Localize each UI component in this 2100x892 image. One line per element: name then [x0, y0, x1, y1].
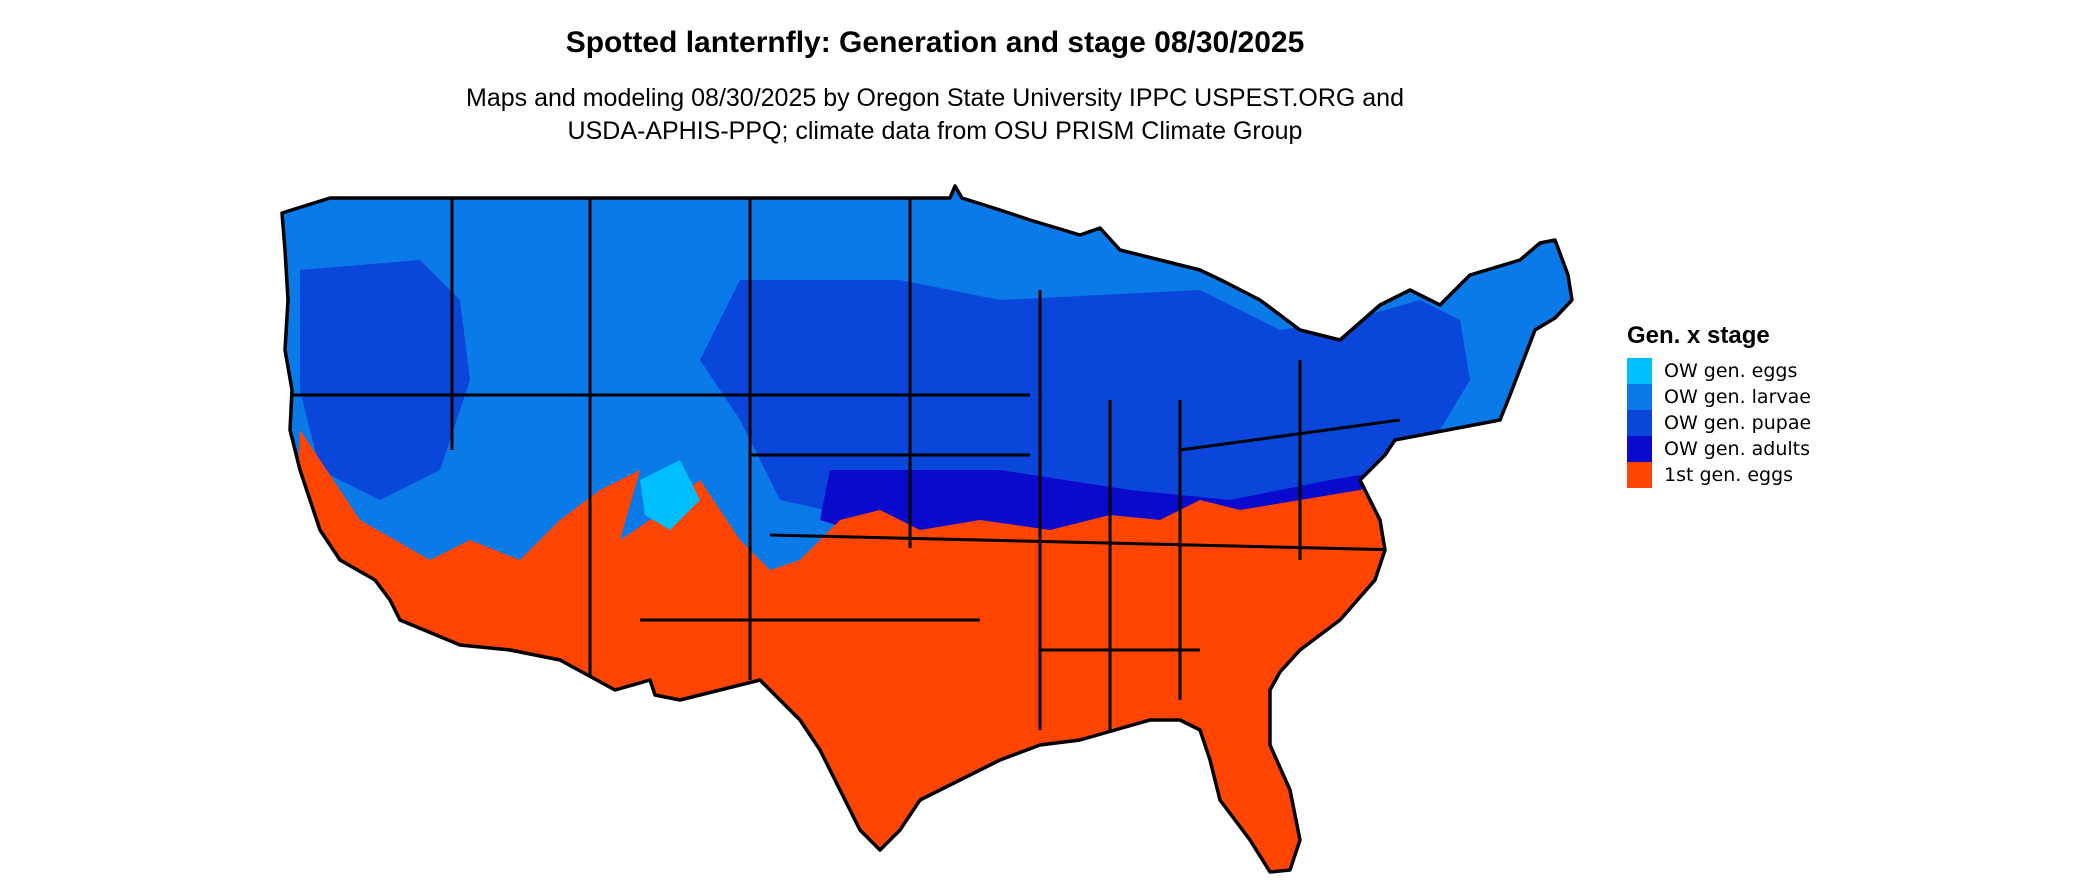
us-outline — [280, 184, 1574, 874]
legend: Gen. x stage OW gen. eggs OW gen. larvae… — [1627, 322, 1811, 488]
legend-item-ow-pupae: OW gen. pupae — [1627, 410, 1811, 436]
legend-item-ow-adults: OW gen. adults — [1627, 436, 1811, 462]
region-ow-eggs — [640, 460, 700, 530]
map-subtitle: Maps and modeling 08/30/2025 by Oregon S… — [0, 82, 1870, 148]
legend-item-first-gen-eggs: 1st gen. eggs — [1627, 462, 1811, 488]
legend-label: OW gen. larvae — [1664, 386, 1811, 408]
legend-label: OW gen. adults — [1664, 438, 1811, 460]
legend-title: Gen. x stage — [1627, 322, 1770, 349]
region-ow-pupae-west — [300, 260, 470, 500]
stage-regions — [282, 186, 1572, 872]
legend-label: OW gen. pupae — [1664, 412, 1812, 434]
legend-swatch — [1627, 384, 1652, 410]
legend-label: OW gen. eggs — [1664, 360, 1798, 382]
legend-label: 1st gen. eggs — [1664, 464, 1794, 486]
state-borders — [285, 198, 1401, 740]
legend-swatch — [1627, 462, 1652, 488]
subtitle-line-1: Maps and modeling 08/30/2025 by Oregon S… — [466, 84, 1404, 112]
map-title: Spotted lanternfly: Generation and stage… — [565, 26, 1305, 59]
legend-swatch — [1627, 436, 1652, 462]
legend-item-ow-eggs: OW gen. eggs — [1627, 358, 1811, 384]
subtitle-line-2: USDA-APHIS-PPQ; climate data from OSU PR… — [567, 117, 1303, 145]
legend-item-ow-larvae: OW gen. larvae — [1627, 384, 1811, 410]
legend-swatch — [1627, 410, 1652, 436]
legend-swatch — [1627, 358, 1652, 384]
